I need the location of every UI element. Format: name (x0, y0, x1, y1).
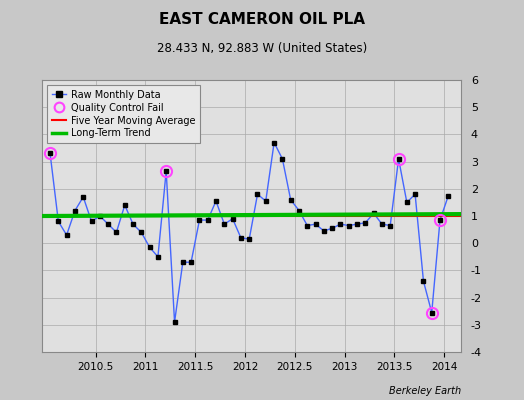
Text: Berkeley Earth: Berkeley Earth (389, 386, 461, 396)
Text: 28.433 N, 92.883 W (United States): 28.433 N, 92.883 W (United States) (157, 42, 367, 55)
Legend: Raw Monthly Data, Quality Control Fail, Five Year Moving Average, Long-Term Tren: Raw Monthly Data, Quality Control Fail, … (47, 85, 201, 143)
Text: EAST CAMERON OIL PLA: EAST CAMERON OIL PLA (159, 12, 365, 27)
